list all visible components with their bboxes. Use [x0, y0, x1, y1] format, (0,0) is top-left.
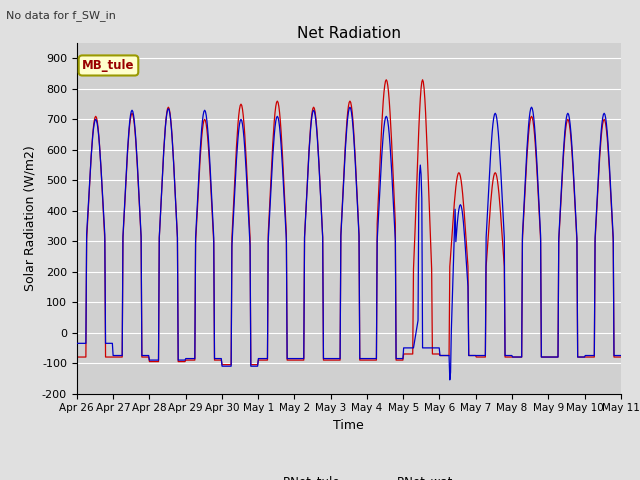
RNet_tule [223, 362, 231, 368]
Y-axis label: Solar Radiation (W/m2): Solar Radiation (W/m2) [24, 145, 36, 291]
RNet_wat [446, 377, 454, 383]
Text: MB_tule: MB_tule [82, 59, 135, 72]
RNet_wat [194, 190, 202, 196]
RNet_wat [431, 345, 439, 351]
RNet_wat [617, 353, 625, 359]
RNet_wat [139, 353, 147, 359]
RNet_wat [83, 231, 90, 237]
Title: Net Radiation: Net Radiation [297, 25, 401, 41]
RNet_wat [346, 104, 354, 110]
RNet_tule [218, 362, 226, 368]
RNet_tule [194, 197, 202, 203]
RNet_tule [83, 237, 90, 243]
RNet_tule [73, 354, 81, 360]
Line: RNet_tule: RNet_tule [77, 80, 621, 365]
RNet_tule [617, 354, 625, 360]
RNet_wat [73, 340, 81, 346]
Text: No data for f_SW_in: No data for f_SW_in [6, 10, 116, 21]
Line: RNet_wat: RNet_wat [77, 107, 621, 380]
RNet_tule [417, 96, 424, 102]
X-axis label: Time: Time [333, 419, 364, 432]
RNet_wat [223, 363, 230, 369]
RNet_tule [139, 354, 147, 360]
RNet_tule [383, 77, 390, 83]
Legend: RNet_tule, RNet_wat: RNet_tule, RNet_wat [239, 470, 458, 480]
RNet_wat [416, 171, 424, 177]
RNet_tule [433, 351, 440, 357]
